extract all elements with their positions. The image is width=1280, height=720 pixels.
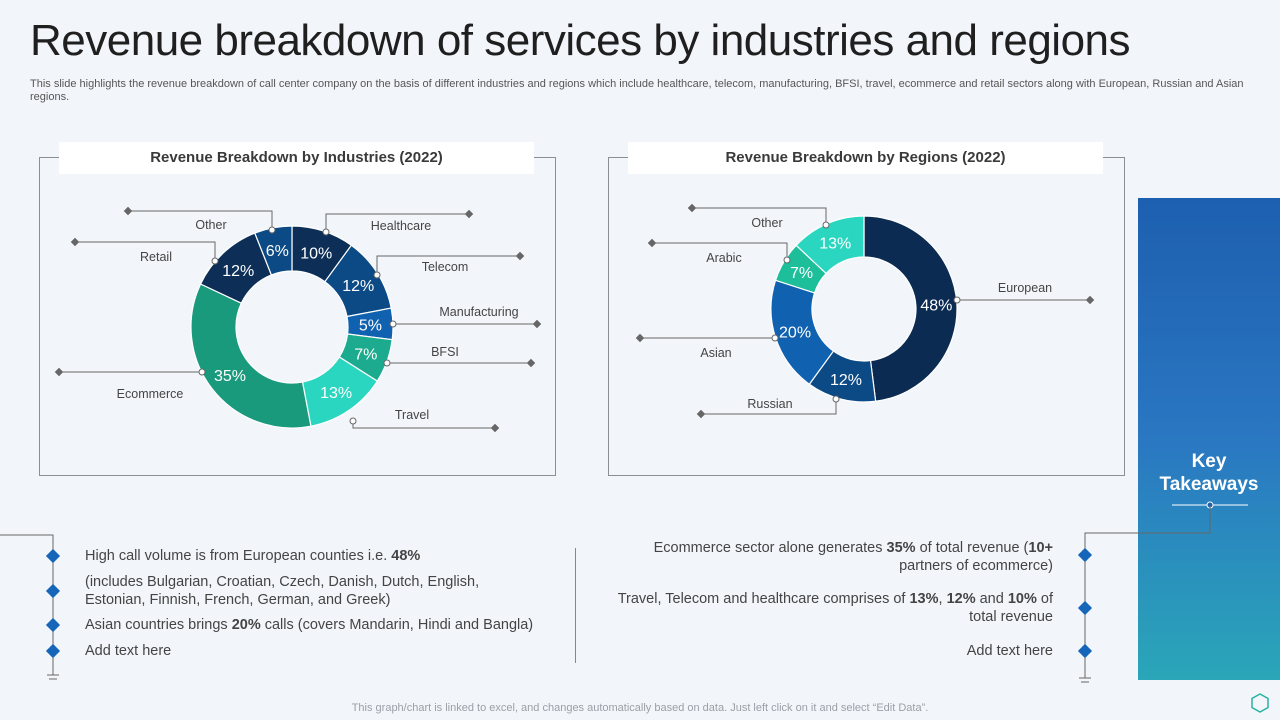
leader-dot-ecommerce <box>198 368 206 376</box>
key-takeaways-panel <box>1138 198 1280 680</box>
value-label-russian: 12% <box>830 372 862 389</box>
leader-dot-travel <box>349 417 357 425</box>
industries-donut-chart: 10% 12% 5% 7% 13% 35% 12% 6% Healthcare Telecom Ma… <box>54 206 542 433</box>
leader-dot-asian <box>771 334 779 342</box>
left-bullet-1: High call volume is from European counti… <box>85 548 421 564</box>
leader-end-european <box>1085 295 1095 305</box>
slice-other <box>795 215 865 275</box>
category-label-telecom: Telecom <box>422 260 469 274</box>
value-label-european: 48% <box>920 297 952 314</box>
category-label-bfsi: BFSI <box>431 345 459 359</box>
leader-dot-other <box>822 221 830 229</box>
industries-panel-title: Revenue Breakdown by Industries (2022) <box>59 142 534 174</box>
right-bullet-1: Ecommerce sector alone generates 35% of … <box>653 540 1053 574</box>
left-bullet-4: Add text here <box>85 643 172 659</box>
category-label-arabic: Arabic <box>706 251 741 265</box>
leader-end-travel <box>490 423 500 433</box>
value-label-healthcare: 10% <box>300 245 332 262</box>
leader-dot-russian <box>832 395 840 403</box>
page-subtitle: This slide highlights the revenue breakd… <box>30 78 1244 103</box>
footer-note: This graph/chart is linked to excel, and… <box>351 702 929 714</box>
category-label-russian: Russian <box>747 397 792 411</box>
value-label-bfsi: 7% <box>354 347 377 364</box>
right-bullet-2: Travel, Telecom and healthcare comprises… <box>617 591 1053 625</box>
leader-end-other <box>123 206 133 216</box>
slice-other <box>254 225 293 276</box>
category-label-european: European <box>998 281 1052 295</box>
page-title: Revenue breakdown of services by industr… <box>30 16 1131 65</box>
leader-line-russian <box>701 399 837 415</box>
left-bullet-3: Asian countries brings 20% calls (covers… <box>85 617 534 633</box>
left-bullets-connector <box>0 534 61 680</box>
leader-line-travel <box>352 421 495 429</box>
leader-dot-arabic <box>783 256 791 264</box>
leader-line-telecom <box>376 255 520 275</box>
leader-line-retail <box>75 241 216 261</box>
bullets-divider <box>575 548 576 663</box>
leader-dot-telecom <box>373 271 381 279</box>
leader-line-other <box>128 210 273 230</box>
leader-end-healthcare <box>464 209 474 219</box>
value-label-travel: 13% <box>320 385 352 402</box>
value-label-arabic: 7% <box>790 265 813 282</box>
value-label-retail: 12% <box>222 263 254 280</box>
leader-dot-healthcare <box>322 228 330 236</box>
category-label-travel: Travel <box>395 408 429 422</box>
category-label-retail: Retail <box>140 250 172 264</box>
leader-dot-european <box>953 296 961 304</box>
left-bullet-2: (includes Bulgarian, Croatian, Czech, Da… <box>85 574 480 608</box>
leader-end-ecommerce <box>54 367 64 377</box>
key-takeaways-title: Key Takeaways <box>1159 451 1259 495</box>
leader-end-arabic <box>647 238 657 248</box>
hexagon-icon <box>1251 693 1269 713</box>
regions-donut-chart: 48% 12% 20% 7% 13% European Russian Asian Arabic… <box>635 203 1095 419</box>
category-label-asian: Asian <box>700 346 731 360</box>
regions-panel-title: Revenue Breakdown by Regions (2022) <box>628 142 1103 174</box>
leader-end-telecom <box>515 251 525 261</box>
leader-line-healthcare <box>325 213 469 232</box>
category-label-ecommerce: Ecommerce <box>117 387 184 401</box>
leader-dot-manufacturing <box>389 320 397 328</box>
leader-dot-other <box>268 226 276 234</box>
leader-end-asian <box>635 333 645 343</box>
category-label-manufacturing: Manufacturing <box>439 305 518 319</box>
key-takeaways-connector <box>1077 501 1248 683</box>
leader-line-other <box>692 207 827 225</box>
value-label-asian: 20% <box>779 324 811 341</box>
value-label-manufacturing: 5% <box>359 318 382 335</box>
slice-european <box>863 215 958 402</box>
right-bullet-3: Add text here <box>966 643 1053 659</box>
category-label-other: Other <box>195 218 226 232</box>
leader-end-manufacturing <box>532 319 542 329</box>
leader-end-russian <box>696 409 706 419</box>
slice-ecommerce <box>190 283 312 429</box>
category-label-other: Other <box>751 216 782 230</box>
category-label-healthcare: Healthcare <box>371 219 431 233</box>
leader-end-retail <box>70 237 80 247</box>
value-label-telecom: 12% <box>342 278 374 295</box>
leader-end-bfsi <box>526 358 536 368</box>
value-label-ecommerce: 35% <box>214 368 246 385</box>
leader-dot-bfsi <box>383 359 391 367</box>
value-label-other: 6% <box>266 243 289 260</box>
leader-line-arabic <box>652 242 788 260</box>
leader-dot-retail <box>211 257 219 265</box>
value-label-other: 13% <box>819 235 851 252</box>
leader-end-other <box>687 203 697 213</box>
